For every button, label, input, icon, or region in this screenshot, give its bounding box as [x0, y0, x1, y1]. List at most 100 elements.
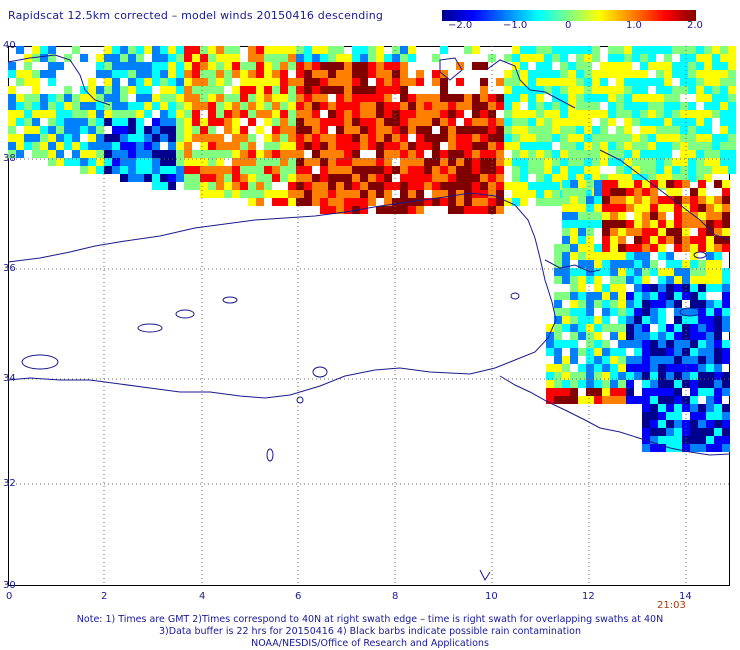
wind-cell: [496, 142, 504, 150]
wind-cell: [272, 126, 280, 134]
wind-cell: [80, 150, 88, 158]
wind-cell: [696, 150, 704, 158]
wind-cell: [504, 134, 512, 142]
wind-cell: [320, 134, 328, 142]
wind-cell: [610, 284, 618, 292]
wind-cell: [128, 174, 136, 182]
wind-cell: [288, 46, 296, 54]
wind-cell: [32, 70, 40, 78]
wind-cell: [698, 196, 706, 204]
wind-cell: [634, 244, 642, 252]
wind-cell: [520, 94, 528, 102]
wind-cell: [384, 174, 392, 182]
wind-cell: [642, 292, 650, 300]
wind-cell: [392, 118, 400, 126]
wind-cell: [704, 70, 712, 78]
wind-cell: [232, 174, 240, 182]
wind-cell: [586, 316, 594, 324]
wind-cell: [472, 134, 480, 142]
wind-cell: [32, 102, 40, 110]
wind-cell: [626, 388, 634, 396]
wind-cell: [618, 244, 626, 252]
wind-cell: [722, 220, 730, 228]
wind-cell: [96, 86, 104, 94]
wind-cell: [432, 78, 440, 86]
wind-cell: [592, 134, 600, 142]
wind-cell: [136, 78, 144, 86]
wind-cell: [682, 356, 690, 364]
wind-cell: [472, 94, 480, 102]
wind-cell: [120, 62, 128, 70]
wind-cell: [586, 292, 594, 300]
wind-cell: [184, 46, 192, 54]
wind-cell: [706, 380, 714, 388]
wind-cell: [682, 316, 690, 324]
wind-cell: [400, 166, 408, 174]
wind-cell: [96, 134, 104, 142]
wind-cell: [698, 428, 706, 436]
wind-cell: [464, 118, 472, 126]
wind-cell: [640, 54, 648, 62]
wind-cell: [432, 190, 440, 198]
wind-cell: [664, 86, 672, 94]
wind-cell: [376, 102, 384, 110]
wind-cell: [504, 142, 512, 150]
wind-cell: [96, 118, 104, 126]
wind-cell: [658, 292, 666, 300]
wind-cell: [328, 198, 336, 206]
wind-cell: [256, 78, 264, 86]
wind-cell: [464, 158, 472, 166]
wind-cell: [728, 102, 736, 110]
wind-cell: [208, 78, 216, 86]
wind-cell: [328, 118, 336, 126]
wind-cell: [472, 126, 480, 134]
wind-cell: [512, 126, 520, 134]
wind-cell: [480, 134, 488, 142]
wind-cell: [728, 158, 736, 166]
wind-cell: [586, 388, 594, 396]
wind-cell: [602, 188, 610, 196]
wind-cell: [672, 174, 680, 182]
wind-cell: [336, 126, 344, 134]
wind-cell: [680, 166, 688, 174]
wind-cell: [16, 142, 24, 150]
wind-cell: [554, 340, 562, 348]
wind-cell: [112, 134, 120, 142]
wind-cell: [714, 300, 722, 308]
wind-cell: [280, 78, 288, 86]
wind-cell: [634, 260, 642, 268]
wind-cell: [570, 212, 578, 220]
wind-cell: [272, 70, 280, 78]
wind-cell: [448, 206, 456, 214]
wind-cell: [664, 102, 672, 110]
wind-cell: [168, 126, 176, 134]
wind-cell: [642, 220, 650, 228]
wind-cell: [634, 188, 642, 196]
wind-cell: [576, 142, 584, 150]
wind-cell: [336, 182, 344, 190]
wind-cell: [562, 236, 570, 244]
wind-cell: [642, 356, 650, 364]
wind-cell: [376, 54, 384, 62]
wind-cell: [496, 206, 504, 214]
wind-cell: [112, 158, 120, 166]
wind-cell: [424, 134, 432, 142]
wind-cell: [216, 102, 224, 110]
wind-cell: [544, 174, 552, 182]
wind-cell: [192, 174, 200, 182]
wind-cell: [706, 220, 714, 228]
wind-cell: [336, 46, 344, 54]
wind-cell: [144, 62, 152, 70]
wind-cell: [320, 94, 328, 102]
wind-cell: [586, 348, 594, 356]
wind-cell: [464, 190, 472, 198]
wind-cell: [216, 190, 224, 198]
wind-cell: [626, 228, 634, 236]
wind-cell: [714, 180, 722, 188]
wind-cell: [376, 118, 384, 126]
wind-cell: [536, 182, 544, 190]
wind-cell: [682, 324, 690, 332]
wind-cell: [496, 126, 504, 134]
wind-cell: [552, 46, 560, 54]
wind-cell: [602, 396, 610, 404]
